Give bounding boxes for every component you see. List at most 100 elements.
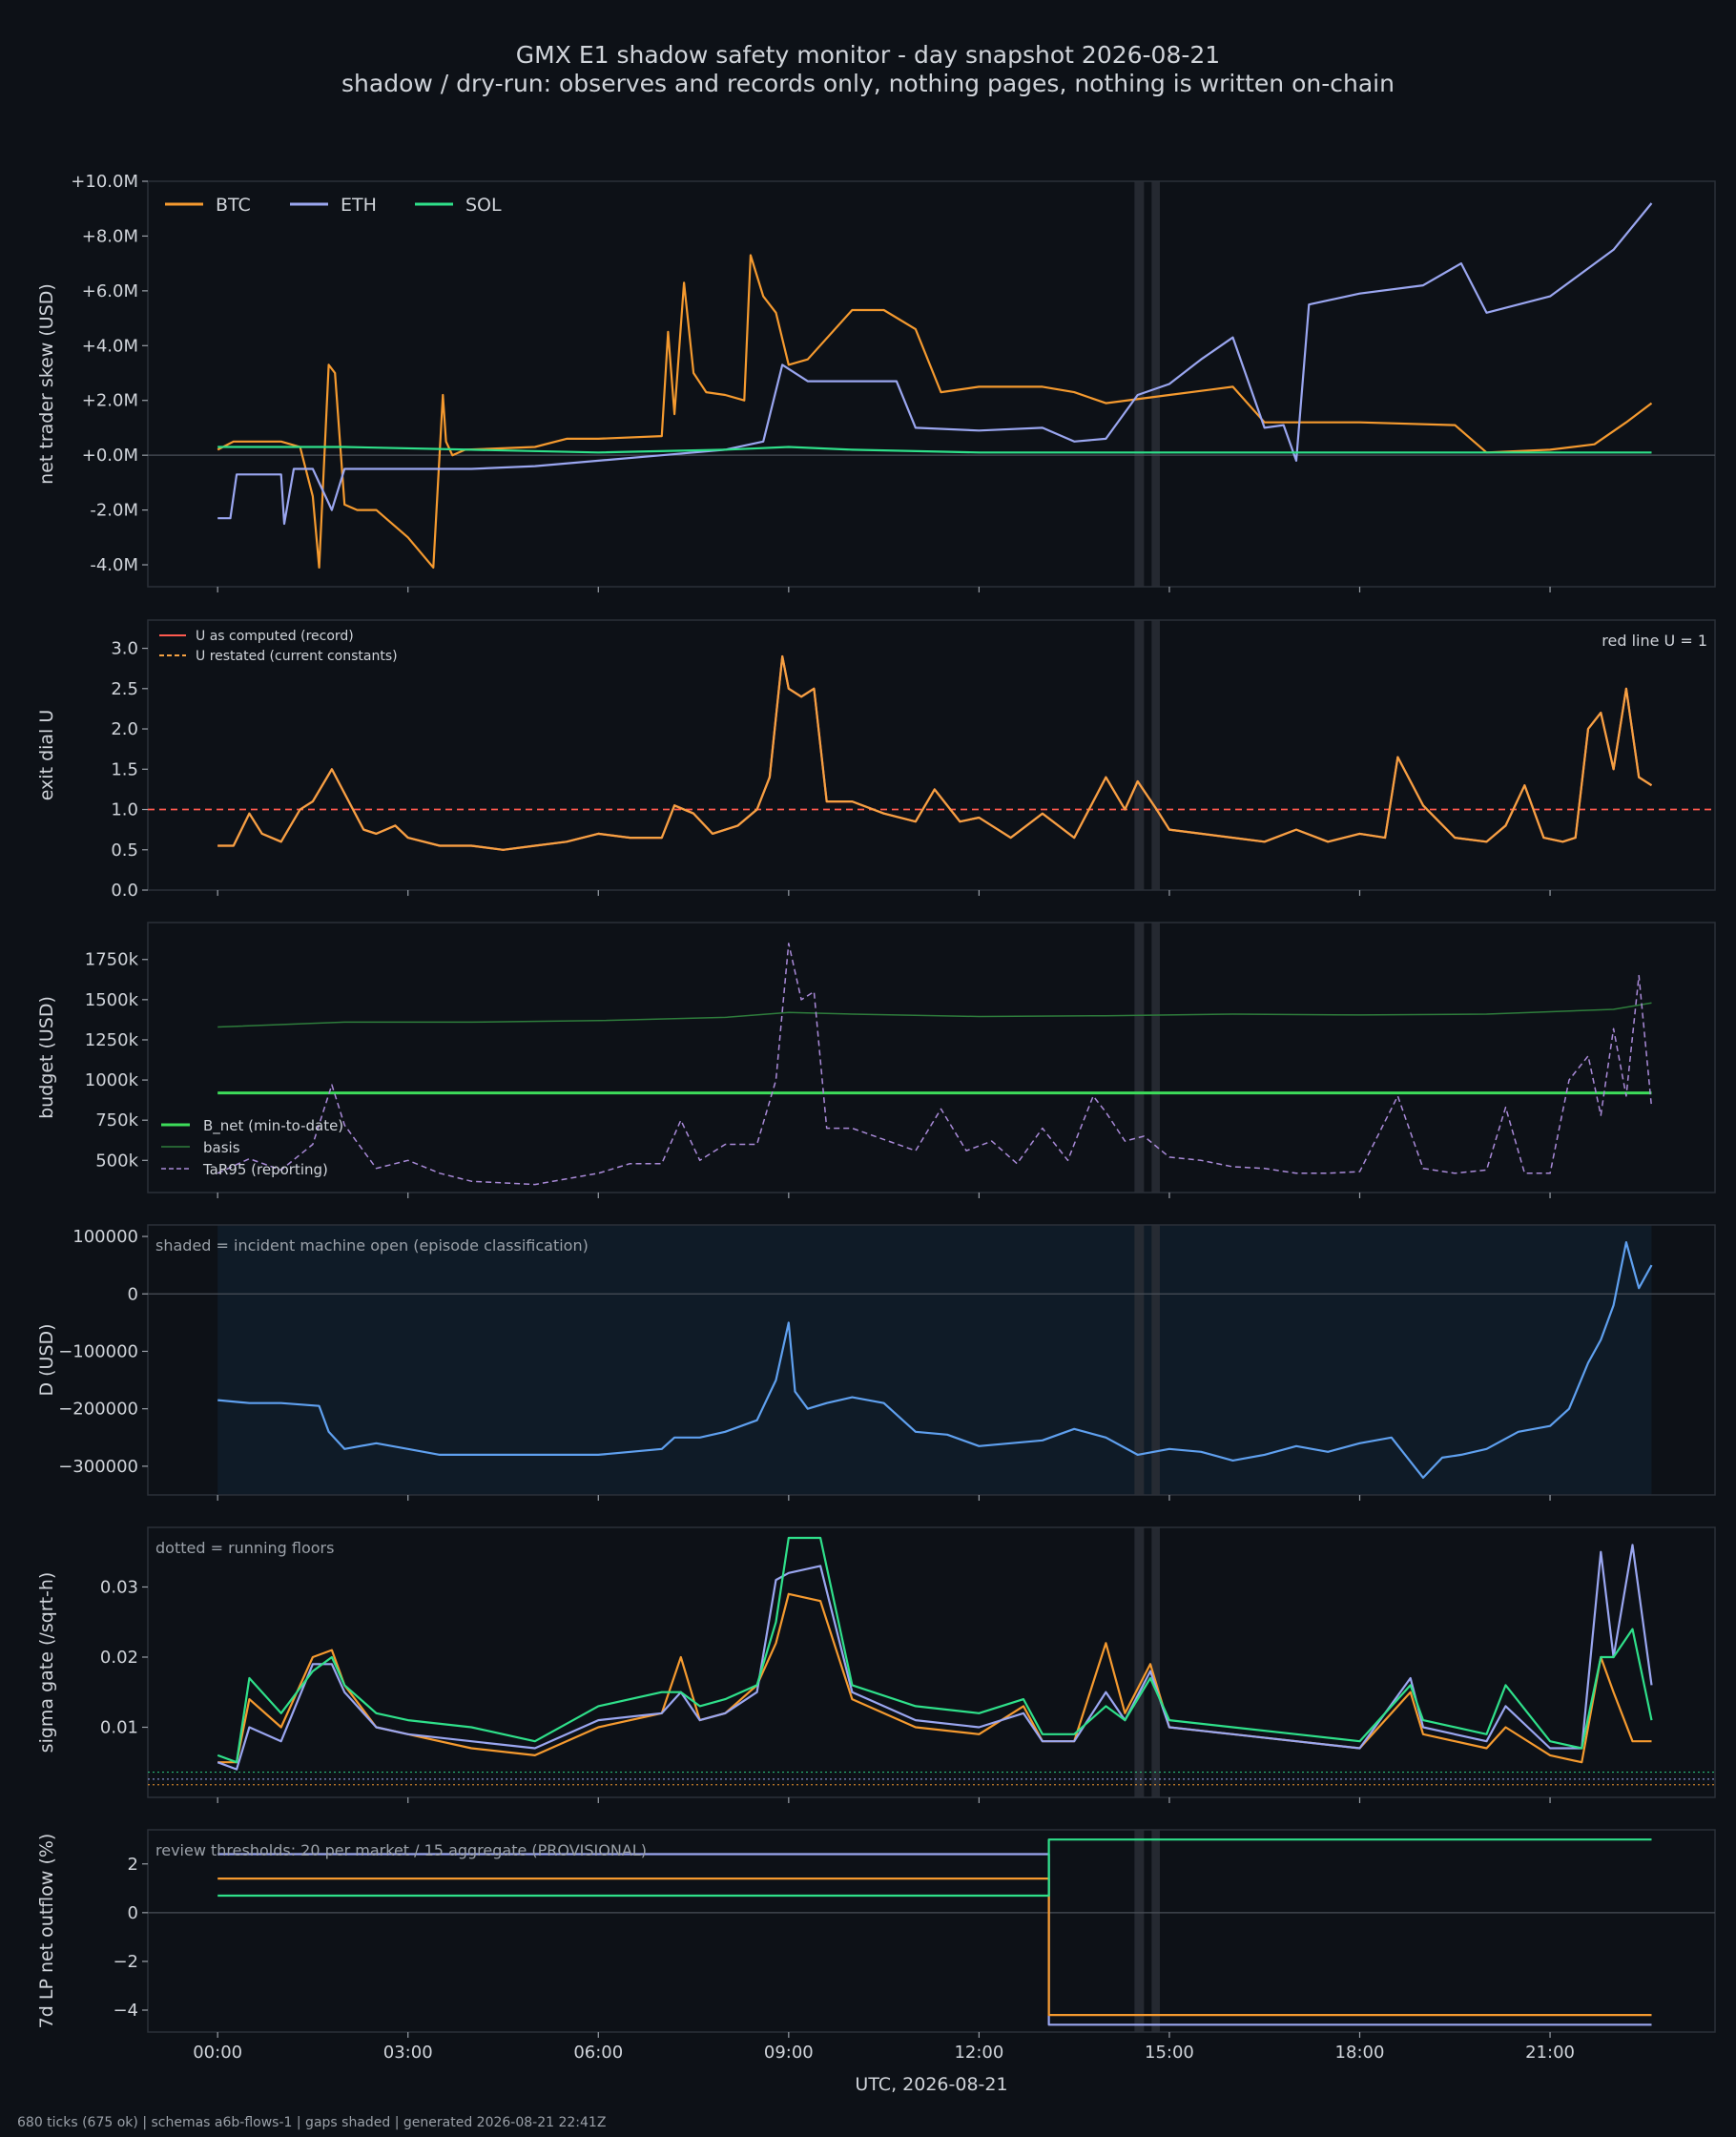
y-tick-label: +2.0M <box>82 391 138 411</box>
y-tick-label: 500k <box>95 1151 138 1171</box>
y-tick-label: 2.0 <box>111 719 138 739</box>
series-btc <box>217 254 1653 570</box>
plot-frame <box>147 180 1716 588</box>
gap-band-2 <box>1151 1830 1160 2032</box>
legend: BTC ETH SOL <box>165 195 502 216</box>
panel-annotation: shaded = incident machine open (episode … <box>155 1236 589 1255</box>
y-axis-label: 7d LP net outflow (%) <box>36 1834 57 2029</box>
incident-shade <box>217 1225 1652 1495</box>
x-tick-label: 06:00 <box>573 2043 623 2063</box>
y-tick-label: 1.0 <box>111 800 138 820</box>
y-tick-label: −2 <box>113 1952 138 1972</box>
panel-5: 0.03 0.02 0.01 sigma gate (/sqrt-h) dotted =… <box>36 1526 1716 1803</box>
x-tick-label: 00:00 <box>193 2043 242 2063</box>
y-tick-label: 1750k <box>85 950 139 970</box>
series-u-restated-current-constants <box>217 654 1653 851</box>
panel-6: 2 0 −2 −4 00:00 03:00 06:00 09:00 12:00 15:00 18:0… <box>36 1829 1716 2063</box>
plot-area <box>148 1830 1715 2032</box>
gap-band-2 <box>1151 620 1160 890</box>
plot-area <box>148 620 1715 890</box>
y-tick-label: 2.5 <box>111 679 138 699</box>
legend-label-eth: ETH <box>341 195 377 216</box>
y-tick-label: 0 <box>128 1284 138 1304</box>
y-tick-label: 100000 <box>72 1227 138 1247</box>
y-tick-label: 1000k <box>85 1070 139 1090</box>
y-tick-label: 0.0 <box>111 881 138 901</box>
y-tick-label: −100000 <box>58 1341 138 1361</box>
x-tick-label: 12:00 <box>954 2043 1003 2063</box>
plot-frame <box>147 922 1716 1193</box>
series-d <box>217 1240 1653 1480</box>
legend-label: U restated (current constants) <box>196 649 398 664</box>
series-sol <box>217 1838 1652 1898</box>
y-tick-label: -4.0M <box>90 555 138 575</box>
gap-band-2 <box>1151 923 1160 1193</box>
y-tick-label: −200000 <box>58 1400 138 1420</box>
y-tick-label: 1500k <box>85 990 139 1010</box>
legend-label-btc: BTC <box>216 195 251 216</box>
y-tick-label: -2.0M <box>90 501 138 521</box>
chart-title: GMX E1 shadow safety monitor - day snaps… <box>516 41 1220 69</box>
plot-frame <box>147 619 1716 891</box>
x-tick-label: 21:00 <box>1525 2043 1575 2063</box>
y-tick-label: +0.0M <box>82 446 138 466</box>
gap-band-2 <box>1151 181 1160 587</box>
y-tick-label: −4 <box>113 2001 138 2021</box>
footer-status: 680 ticks (675 ok) | schemas a6b-flows-1… <box>17 2115 606 2130</box>
panel-4: 100000 0 −100000 −200000 −300000 D (USD) shade… <box>36 1224 1716 1501</box>
series-sol <box>217 446 1652 454</box>
y-tick-label: 2 <box>128 1855 138 1875</box>
x-axis-label: UTC, 2026-08-21 <box>855 2074 1007 2095</box>
panel-annotation: dotted = running floors <box>155 1539 334 1557</box>
redline-label: red line U = 1 <box>1602 632 1707 650</box>
gap-band-2 <box>1151 1225 1160 1495</box>
legend-label: B_net (min-to-date) <box>203 1117 343 1135</box>
legend-label: TaR95 (reporting) <box>202 1161 328 1178</box>
gap-band-1 <box>1134 1830 1145 2032</box>
legend-label: basis <box>203 1139 240 1156</box>
plot-area <box>148 923 1715 1193</box>
x-tick-label: 15:00 <box>1145 2043 1194 2063</box>
y-tick-label: 1.5 <box>111 759 138 779</box>
y-tick-label: 0.03 <box>100 1577 138 1597</box>
panel-3: 1750k 1500k 1250k 1000k 750k 500k budget (USD)… <box>36 922 1716 1198</box>
y-tick-label: +4.0M <box>82 336 138 356</box>
plot-area <box>148 1527 1715 1797</box>
y-tick-label: +6.0M <box>82 281 138 301</box>
panel-1: +10.0M +8.0M +6.0M +4.0M +2.0M +0.0M -2.0M -4.0… <box>36 172 1716 592</box>
x-tick-label: 09:00 <box>764 2043 814 2063</box>
x-tick-label: 18:00 <box>1335 2043 1385 2063</box>
series-basis <box>217 1002 1652 1028</box>
series-eth <box>217 1544 1653 1771</box>
y-tick-label: 3.0 <box>111 639 138 659</box>
panel-2: 3.0 2.5 2.0 1.5 1.0 0.5 0.0 exit dial U red line… <box>36 619 1716 901</box>
gap-band-1 <box>1134 181 1145 587</box>
y-axis-label: net trader skew (USD) <box>36 283 57 485</box>
series-eth <box>217 202 1653 526</box>
gap-band-1 <box>1134 923 1145 1193</box>
x-tick-label: 03:00 <box>383 2043 433 2063</box>
legend: U as computed (record) U restated (curren… <box>159 629 398 664</box>
plot-frame <box>147 1526 1716 1798</box>
y-axis-label: sigma gate (/sqrt-h) <box>36 1572 57 1753</box>
y-tick-label: 750k <box>95 1110 138 1131</box>
legend: B_net (min-to-date) basis TaR95 (reporting… <box>161 1117 343 1178</box>
plot-frame <box>147 1829 1716 2033</box>
y-tick-label: +10.0M <box>71 172 138 192</box>
series-btc <box>217 1877 1652 2017</box>
plot-frame <box>147 1224 1716 1496</box>
gap-band-1 <box>1134 1225 1145 1495</box>
y-axis-label: exit dial U <box>36 710 57 801</box>
y-tick-label: 0.5 <box>111 840 138 861</box>
series-tar95-reporting <box>217 943 1653 1186</box>
y-tick-label: 0.01 <box>100 1717 138 1737</box>
y-axis-label: budget (USD) <box>36 996 57 1119</box>
y-tick-label: 0.02 <box>100 1648 138 1668</box>
y-tick-label: −300000 <box>58 1457 138 1477</box>
gap-band-1 <box>1134 1527 1145 1797</box>
y-tick-label: 1250k <box>85 1030 139 1050</box>
gap-band-2 <box>1151 1527 1160 1797</box>
chart-subtitle: shadow / dry-run: observes and records o… <box>341 70 1395 97</box>
gap-band-1 <box>1134 620 1145 890</box>
